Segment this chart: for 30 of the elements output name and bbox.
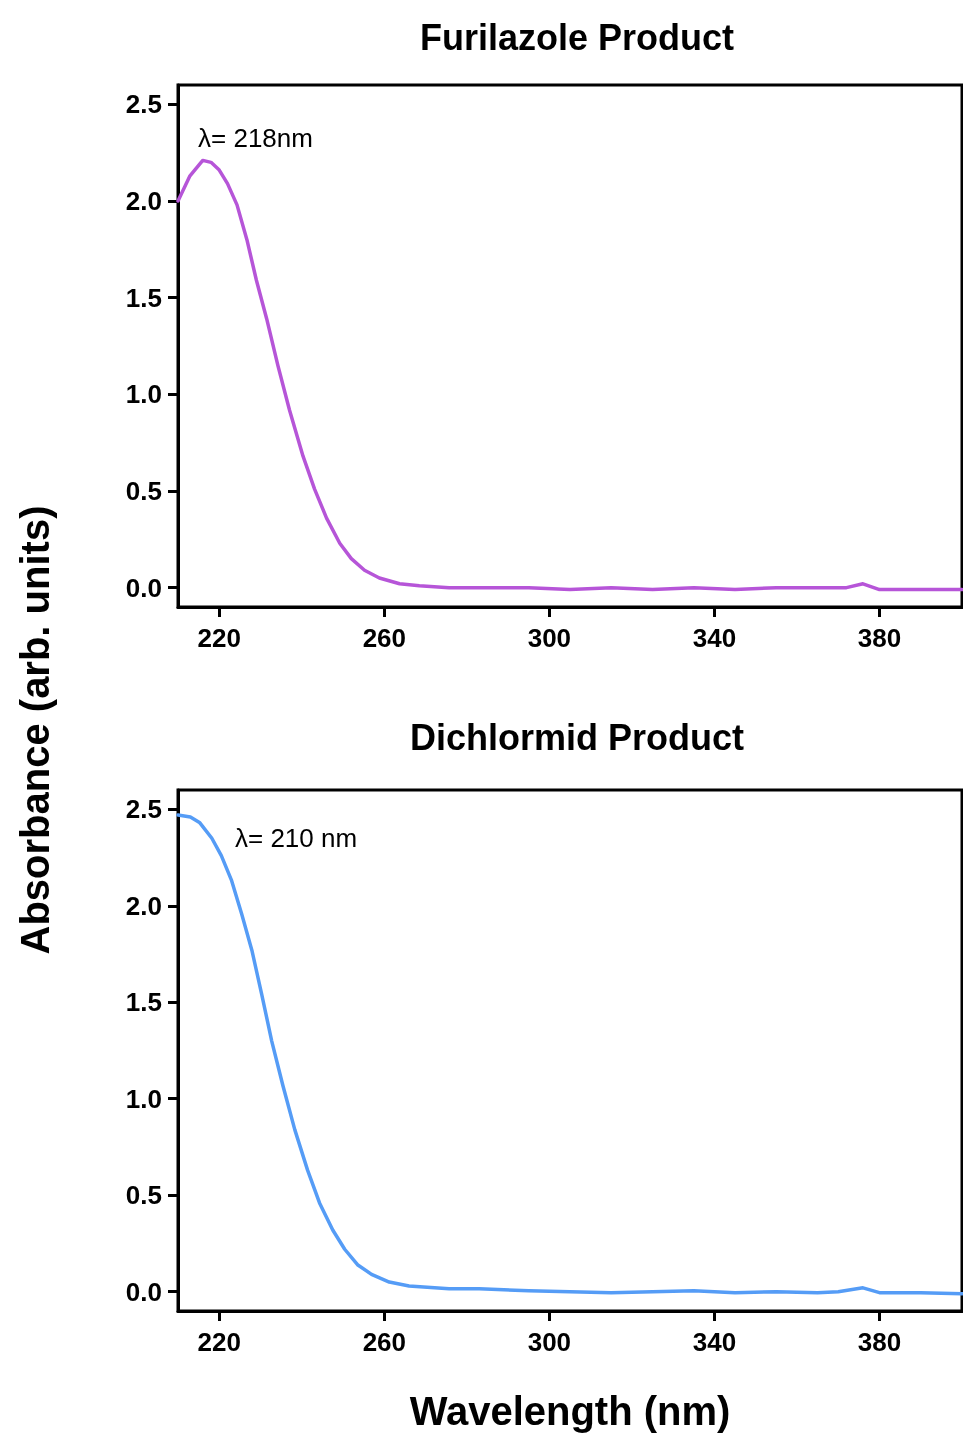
line-series bbox=[176, 158, 963, 592]
x-tick-label: 260 bbox=[362, 623, 407, 653]
y-tick-label: 2.5 bbox=[125, 89, 162, 120]
chart-title: Dichlormid Product bbox=[409, 716, 745, 758]
chart-title: Furilazole Product bbox=[419, 16, 735, 58]
x-tick-label: 220 bbox=[197, 623, 241, 653]
y-tick-label: 1.5 bbox=[125, 987, 162, 1018]
y-tick-label: 1.0 bbox=[125, 379, 162, 410]
x-axis-title: Wavelength (nm) bbox=[409, 1389, 731, 1433]
x-tick-label: 340 bbox=[692, 623, 737, 653]
y-tick-label: 0.0 bbox=[125, 1276, 162, 1307]
x-tick-label: 380 bbox=[857, 1327, 902, 1357]
y-tick-label: 0.5 bbox=[125, 1180, 162, 1211]
y-tick-label: 0.5 bbox=[125, 476, 162, 506]
x-tick-label: 300 bbox=[527, 623, 572, 653]
x-tick-label: 340 bbox=[692, 1327, 737, 1357]
y-axis-title: Absorbance (arb. units) bbox=[12, 505, 58, 955]
y-tick-label: 1.0 bbox=[125, 1083, 162, 1114]
x-tick-label: 380 bbox=[857, 623, 902, 653]
y-tick-label: 0.0 bbox=[125, 572, 162, 603]
y-tick-label: 2.5 bbox=[125, 794, 162, 825]
y-tick-label: 2.0 bbox=[125, 186, 162, 216]
line-series bbox=[176, 813, 963, 1296]
annotation: λ= 210 nm bbox=[235, 823, 358, 854]
x-tick-label: 220 bbox=[197, 1327, 241, 1357]
x-tick-label: 260 bbox=[362, 1327, 407, 1357]
y-tick-label: 1.5 bbox=[125, 282, 162, 313]
x-tick-label: 300 bbox=[527, 1327, 572, 1357]
y-tick-label: 2.0 bbox=[125, 890, 162, 921]
annotation: λ= 218nm bbox=[198, 123, 313, 154]
